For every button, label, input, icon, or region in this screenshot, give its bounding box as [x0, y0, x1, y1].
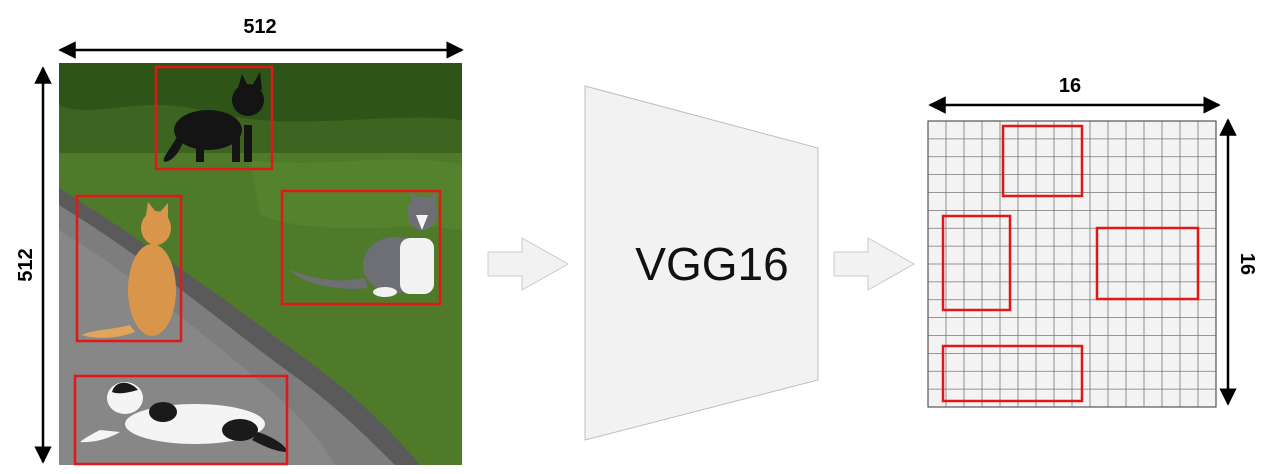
feature-map-grid: [928, 121, 1216, 407]
feature-detection-box: [1095, 226, 1200, 301]
network-block: [584, 85, 819, 441]
feature-detection-box: [941, 344, 1084, 403]
feature-width-label: 16: [1059, 75, 1081, 97]
grey-white-cat-shape: [290, 190, 437, 297]
orange-cat-shape: [82, 202, 176, 338]
input-height-label: 512: [15, 248, 37, 281]
flow-arrow-out: [833, 237, 916, 291]
black-cat-shape: [163, 72, 264, 162]
input-detection-box: [154, 65, 274, 171]
input-detection-box: [75, 194, 183, 343]
feature-detection-box: [941, 214, 1012, 312]
lying-cat-shape: [80, 382, 288, 452]
feature-detection-box: [1001, 124, 1084, 198]
feature-height-label: 16: [1236, 253, 1258, 275]
input-image: [59, 63, 462, 466]
flow-arrow-in: [487, 237, 570, 291]
input-detection-box: [280, 189, 442, 306]
network-label: VGG16: [635, 238, 788, 290]
input-width-label: 512: [243, 16, 276, 38]
feature-map: [927, 120, 1217, 408]
input-detection-box: [73, 374, 289, 466]
